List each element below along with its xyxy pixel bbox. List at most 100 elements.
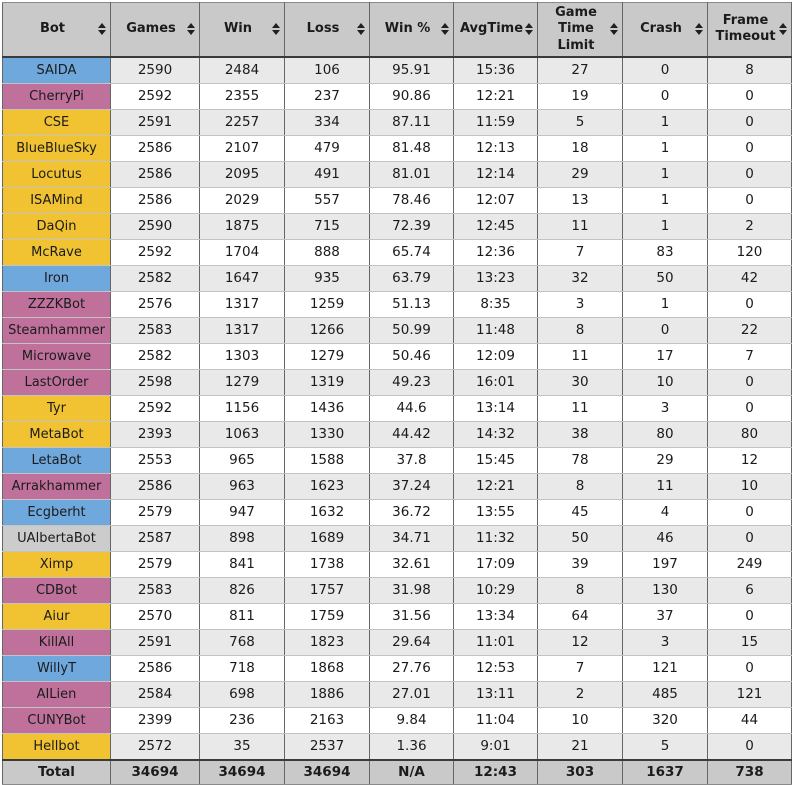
loss-cell: 1689	[284, 524, 370, 552]
frame-timeout-cell: 80	[707, 420, 792, 448]
win-cell: 35	[199, 732, 285, 761]
loss-cell: 1436	[284, 394, 370, 422]
column-header-avg-time[interactable]: AvgTime	[453, 1, 538, 58]
win-cell: 947	[199, 498, 285, 526]
loss-cell: 1588	[284, 446, 370, 474]
sort-up-down-icon	[98, 23, 106, 36]
win-pct-cell: 31.98	[369, 576, 454, 604]
bot-name-cell: CUNYBot	[2, 706, 111, 734]
column-label: Loss	[306, 21, 340, 37]
avg-time-cell: 12:21	[453, 82, 538, 110]
crash-cell: 29	[622, 446, 708, 474]
loss-cell: 1632	[284, 498, 370, 526]
column-header-game-time-limit[interactable]: Game Time Limit	[537, 1, 623, 58]
bot-name-cell: MetaBot	[2, 420, 111, 448]
games-cell: 2591	[110, 628, 200, 656]
game-time-limit-cell: 8	[537, 472, 623, 500]
avg-time-cell: 11:32	[453, 524, 538, 552]
bot-name-cell: Iron	[2, 264, 111, 292]
games-cell: 2590	[110, 212, 200, 240]
crash-cell: 485	[622, 680, 708, 708]
table-row: KillAll 2591 768 1823 29.64 11:01 12 3 15	[2, 628, 792, 656]
total-games-cell: 34694	[110, 758, 200, 785]
avg-time-cell: 17:09	[453, 550, 538, 578]
win-pct-cell: 63.79	[369, 264, 454, 292]
win-cell: 1156	[199, 394, 285, 422]
win-pct-cell: 9.84	[369, 706, 454, 734]
crash-cell: 3	[622, 628, 708, 656]
bot-name-cell: BlueBlueSky	[2, 134, 111, 162]
win-cell: 236	[199, 706, 285, 734]
game-time-limit-cell: 10	[537, 706, 623, 734]
frame-timeout-cell: 0	[707, 602, 792, 630]
win-cell: 2029	[199, 186, 285, 214]
loss-cell: 935	[284, 264, 370, 292]
loss-cell: 715	[284, 212, 370, 240]
crash-cell: 1	[622, 212, 708, 240]
table-row: ISAMind 2586 2029 557 78.46 12:07 13 1 0	[2, 186, 792, 214]
bot-name-cell: LastOrder	[2, 368, 111, 396]
frame-timeout-cell: 10	[707, 472, 792, 500]
loss-cell: 237	[284, 82, 370, 110]
loss-cell: 1279	[284, 342, 370, 370]
games-cell: 2583	[110, 576, 200, 604]
game-time-limit-cell: 19	[537, 82, 623, 110]
sort-up-down-icon	[525, 23, 533, 36]
games-cell: 2579	[110, 550, 200, 578]
frame-timeout-cell: 0	[707, 654, 792, 682]
crash-cell: 0	[622, 56, 708, 84]
win-pct-cell: 34.71	[369, 524, 454, 552]
games-cell: 2592	[110, 238, 200, 266]
win-pct-cell: 78.46	[369, 186, 454, 214]
win-cell: 1704	[199, 238, 285, 266]
column-header-games[interactable]: Games	[110, 1, 200, 58]
win-cell: 2484	[199, 56, 285, 84]
frame-timeout-cell: 15	[707, 628, 792, 656]
bot-name-cell: UAlbertaBot	[2, 524, 111, 552]
column-header-win-pct[interactable]: Win %	[369, 1, 454, 58]
game-time-limit-cell: 7	[537, 654, 623, 682]
avg-time-cell: 13:23	[453, 264, 538, 292]
win-cell: 963	[199, 472, 285, 500]
avg-time-cell: 16:01	[453, 368, 538, 396]
win-pct-cell: 51.13	[369, 290, 454, 318]
column-label: Game Time Limit	[555, 5, 597, 53]
avg-time-cell: 12:21	[453, 472, 538, 500]
bot-name-cell: WillyT	[2, 654, 111, 682]
bot-name-cell: SAIDA	[2, 56, 111, 84]
win-cell: 1647	[199, 264, 285, 292]
avg-time-cell: 12:14	[453, 160, 538, 188]
column-header-frame-timeout[interactable]: Frame Timeout	[707, 1, 792, 58]
column-header-win[interactable]: Win	[199, 1, 285, 58]
win-cell: 1317	[199, 316, 285, 344]
table-row: Steamhammer 2583 1317 1266 50.99 11:48 8 0 22	[2, 316, 792, 344]
win-cell: 2257	[199, 108, 285, 136]
avg-time-cell: 12:45	[453, 212, 538, 240]
table-row: SAIDA 2590 2484 106 95.91 15:36 27 0 8	[2, 56, 792, 84]
bot-name-cell: Microwave	[2, 342, 111, 370]
win-pct-cell: 72.39	[369, 212, 454, 240]
frame-timeout-cell: 121	[707, 680, 792, 708]
game-time-limit-cell: 11	[537, 212, 623, 240]
loss-cell: 1623	[284, 472, 370, 500]
avg-time-cell: 12:53	[453, 654, 538, 682]
header-row: Bot Games Win Loss Win % AvgTime Game Time Lim…	[2, 1, 792, 58]
games-cell: 2598	[110, 368, 200, 396]
total-win-pct-cell: N/A	[369, 758, 454, 785]
column-header-crash[interactable]: Crash	[622, 1, 708, 58]
table-row: AILien 2584 698 1886 27.01 13:11 2 485 121	[2, 680, 792, 708]
column-header-loss[interactable]: Loss	[284, 1, 370, 58]
game-time-limit-cell: 12	[537, 628, 623, 656]
games-cell: 2572	[110, 732, 200, 761]
game-time-limit-cell: 13	[537, 186, 623, 214]
win-pct-cell: 49.23	[369, 368, 454, 396]
win-pct-cell: 31.56	[369, 602, 454, 630]
frame-timeout-cell: 8	[707, 56, 792, 84]
total-bot-cell: Total	[2, 758, 111, 785]
loss-cell: 1759	[284, 602, 370, 630]
column-header-bot[interactable]: Bot	[2, 1, 111, 58]
win-pct-cell: 87.11	[369, 108, 454, 136]
crash-cell: 130	[622, 576, 708, 604]
game-time-limit-cell: 64	[537, 602, 623, 630]
